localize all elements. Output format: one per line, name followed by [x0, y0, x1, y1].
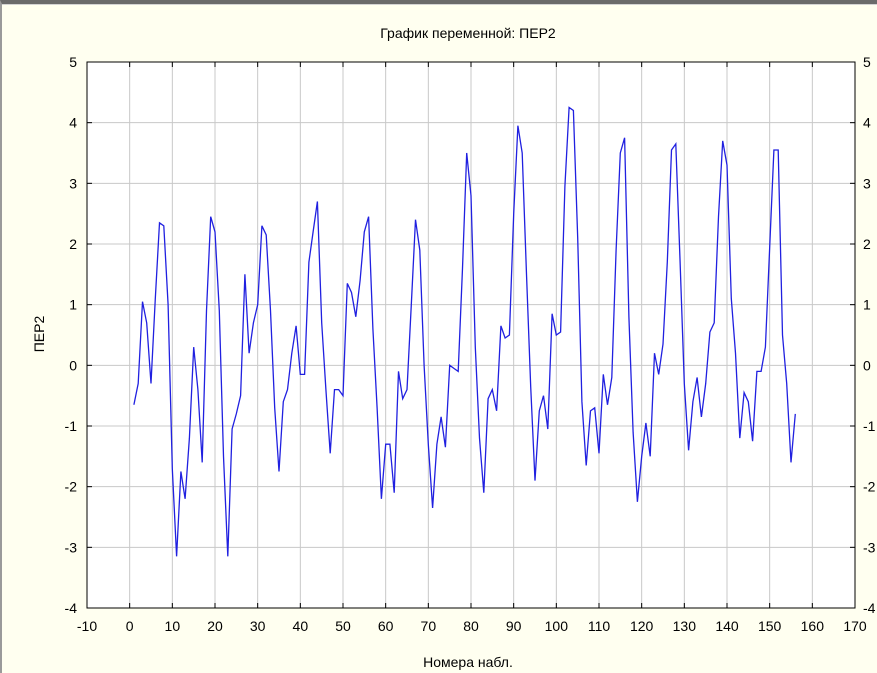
- x-tick-label: 20: [207, 618, 223, 634]
- axis-ticks: [86, 61, 856, 609]
- y-tick-label-right: -1: [863, 418, 876, 434]
- y-tick-label-right: -4: [863, 600, 876, 616]
- series-line: [133, 106, 796, 557]
- y-tick-label-right: -2: [863, 479, 876, 495]
- y-tick-label: 4: [69, 115, 77, 131]
- x-tick-label: 50: [335, 618, 351, 634]
- x-tick-label: 120: [630, 618, 654, 634]
- y-tick-label-right: 4: [863, 115, 871, 131]
- x-tick-label: 90: [506, 618, 522, 634]
- x-tick-label: 140: [715, 618, 739, 634]
- x-tick-label: 170: [843, 618, 867, 634]
- x-tick-label: 160: [801, 618, 825, 634]
- x-tick-label: -10: [77, 618, 97, 634]
- y-tick-label: 1: [69, 297, 77, 313]
- x-tick-label: 60: [378, 618, 394, 634]
- y-tick-label-right: 1: [863, 297, 871, 313]
- chart-title: График переменной: ПЕР2: [380, 25, 556, 41]
- y-tick-label: 5: [69, 54, 77, 70]
- y-tick-label: -3: [65, 539, 78, 555]
- x-tick-label: 70: [421, 618, 437, 634]
- x-tick-label: 10: [165, 618, 181, 634]
- tick-labels: -10 0 10 20 30 40 50 60 70 80 90 100 110 120 130 140 150…: [65, 54, 876, 634]
- x-tick-label: 80: [463, 618, 479, 634]
- y-tick-label-right: 5: [863, 54, 871, 70]
- y-tick-label-right: 0: [863, 357, 871, 373]
- y-tick-label: 0: [69, 357, 77, 373]
- x-tick-label: 130: [673, 618, 697, 634]
- y-tick-label: -1: [65, 418, 78, 434]
- x-tick-label: 110: [588, 618, 611, 634]
- x-tick-label: 30: [250, 618, 266, 634]
- y-tick-label-right: 3: [863, 175, 871, 191]
- y-tick-label: 2: [69, 236, 77, 252]
- x-tick-label: 0: [126, 618, 134, 634]
- x-tick-label: 100: [545, 618, 569, 634]
- y-axis-label: ПЕР2: [31, 316, 47, 353]
- plot-frame: [86, 61, 856, 609]
- line-chart: -10 0 10 20 30 40 50 60 70 80 90 100 110 120 130 140 150…: [31, 25, 876, 670]
- y-tick-label-right: 2: [863, 236, 871, 252]
- y-tick-label: -2: [65, 479, 78, 495]
- x-tick-label: 150: [758, 618, 782, 634]
- y-tick-label-right: -3: [863, 539, 876, 555]
- y-tick-label: -4: [65, 600, 78, 616]
- x-tick-label: 40: [293, 618, 309, 634]
- x-axis-label: Номера набл.: [423, 654, 513, 670]
- y-tick-label: 3: [69, 175, 77, 191]
- series-points: [133, 107, 796, 557]
